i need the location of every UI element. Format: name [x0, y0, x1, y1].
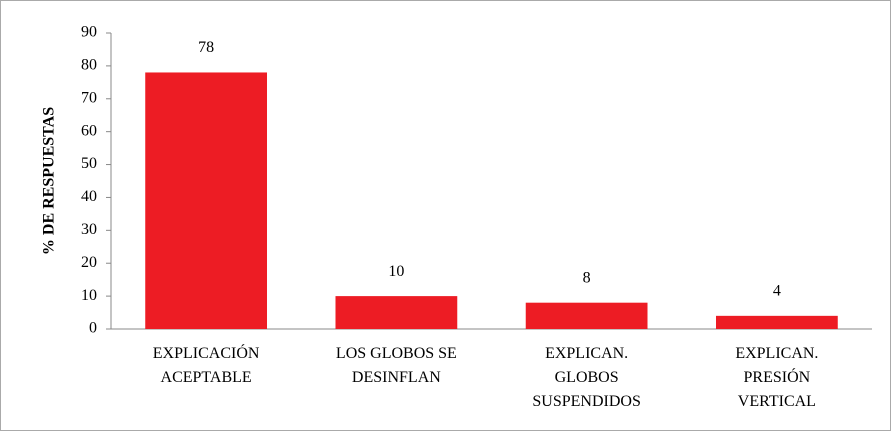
data-label: 4 — [773, 283, 781, 300]
x-tick-label-line: SUSPENDIDOS — [532, 393, 640, 410]
x-tick-label-line: EXPLICACIÓN — [153, 343, 260, 362]
x-tick-label-line: GLOBOS — [555, 369, 619, 386]
y-tick-label: 70 — [81, 89, 97, 106]
x-tick-label: LOS GLOBOS SE DESINFLAN — [336, 345, 457, 386]
y-tick-label: 50 — [81, 155, 97, 172]
x-tick-label-line: LOS GLOBOS SE — [336, 345, 457, 362]
bar — [335, 296, 458, 329]
y-tick-label: 40 — [81, 188, 97, 205]
bar — [525, 302, 648, 329]
y-tick-label: 10 — [81, 287, 97, 304]
y-tick-label: 0 — [89, 320, 97, 337]
y-tick-label: 30 — [81, 221, 97, 238]
x-tick-label-line: EXPLICAN. — [545, 345, 628, 362]
x-tick-label: EXPLICAN. PRESIÓN VERTICAL — [735, 345, 818, 410]
data-label: 8 — [583, 269, 591, 286]
x-tick-label-line: PRESIÓN — [744, 367, 811, 386]
y-axis-label: % DE RESPUESTAS — [41, 107, 58, 255]
x-tick-label-line: DESINFLAN — [352, 369, 441, 386]
x-tick-label-line: VERTICAL — [738, 393, 816, 410]
x-tick-label-line: ACEPTABLE — [161, 369, 252, 386]
bar — [715, 315, 838, 329]
data-label: 78 — [198, 39, 214, 56]
data-label: 10 — [388, 263, 404, 280]
y-tick-label: 80 — [81, 57, 97, 74]
x-tick-label-line: EXPLICAN. — [735, 345, 818, 362]
y-tick-label: 20 — [81, 254, 97, 271]
y-tick-label: 90 — [81, 24, 97, 41]
bar — [145, 72, 268, 329]
x-tick-label: EXPLICAN. GLOBOS SUSPENDIDOS — [532, 345, 640, 410]
x-tick-label: EXPLICACIÓN ACEPTABLE — [153, 343, 260, 386]
y-tick-label: 60 — [81, 122, 97, 139]
